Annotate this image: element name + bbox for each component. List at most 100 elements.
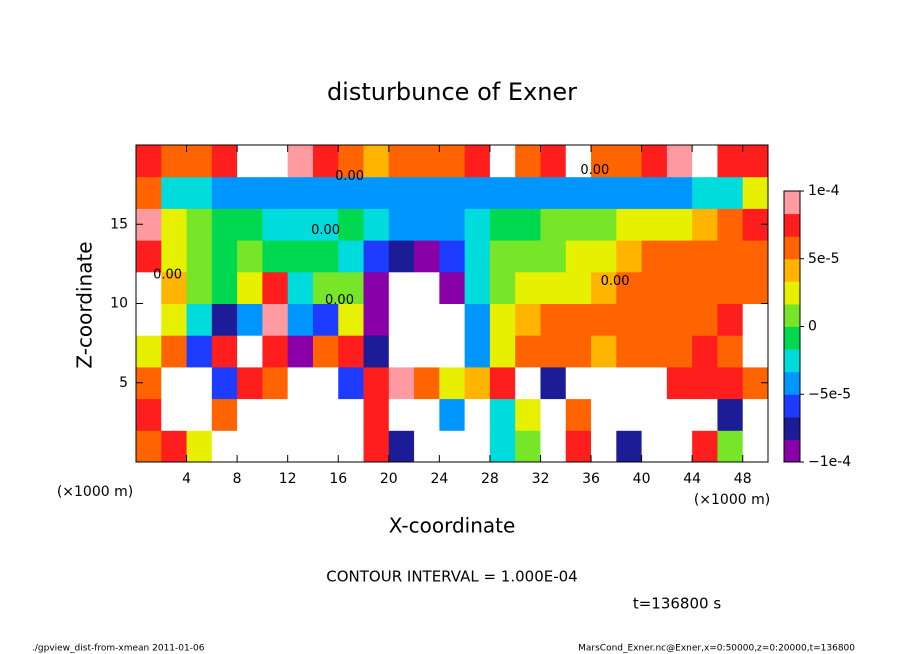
field-cell xyxy=(388,240,415,273)
field-cell xyxy=(186,176,213,209)
field-cell xyxy=(742,303,769,336)
field-cell xyxy=(616,145,643,178)
field-cell xyxy=(136,176,162,209)
field-cell xyxy=(262,335,289,368)
field-cell xyxy=(161,335,188,368)
field-cell xyxy=(388,335,415,368)
field-cell xyxy=(363,208,390,241)
field-cell xyxy=(641,430,668,463)
field-cell xyxy=(414,208,440,241)
field-cell xyxy=(591,208,617,241)
field-cell xyxy=(565,398,592,431)
field-cell xyxy=(161,176,188,209)
time-label: t=136800 s xyxy=(633,595,721,613)
x-tick-label: 16 xyxy=(329,471,347,487)
field-cell xyxy=(262,145,289,178)
field-cell xyxy=(237,208,263,241)
field-cell xyxy=(388,271,415,304)
field-cell xyxy=(464,240,491,273)
field-cell xyxy=(641,335,668,368)
field-cell xyxy=(312,271,339,304)
field-cell xyxy=(388,176,415,209)
field-cell xyxy=(439,303,466,336)
field-cell xyxy=(591,303,617,336)
field-cell xyxy=(666,398,693,431)
field-cell xyxy=(540,208,567,241)
field-cell xyxy=(312,366,339,400)
x-tick-label: 8 xyxy=(233,471,242,487)
field-cell xyxy=(439,208,466,241)
contour-label: 0.00 xyxy=(580,163,609,178)
field-cell xyxy=(540,366,567,400)
field-cell xyxy=(565,145,592,178)
field-cell xyxy=(186,335,213,368)
field-cell xyxy=(363,176,390,209)
field-cell xyxy=(717,271,744,304)
contour-label: 0.00 xyxy=(601,274,630,289)
field-cell xyxy=(616,398,643,431)
x-tick-label: 28 xyxy=(481,471,499,487)
field-cell xyxy=(363,303,390,336)
field-cell xyxy=(211,430,238,463)
field-cell xyxy=(414,176,440,209)
field-cell xyxy=(414,271,440,304)
field-cell xyxy=(312,430,339,463)
field-cell xyxy=(692,335,718,368)
field-cell xyxy=(186,145,213,178)
field-cell xyxy=(287,430,314,463)
field-cell xyxy=(287,240,314,273)
field-cell xyxy=(515,335,541,368)
field-cell xyxy=(540,271,567,304)
field-cell xyxy=(186,398,213,431)
colorbar-tick-label: −5e-5 xyxy=(808,386,851,402)
field-cell xyxy=(237,145,263,178)
field-cell xyxy=(591,271,617,304)
field-cell xyxy=(414,303,440,336)
field-cell xyxy=(464,208,491,241)
colorbar-band xyxy=(784,191,800,215)
field-cell xyxy=(616,335,643,368)
colorbar-band xyxy=(784,213,800,237)
field-cell xyxy=(464,398,491,431)
field-cell xyxy=(161,430,188,463)
field-cell xyxy=(616,303,643,336)
field-cell xyxy=(515,145,541,178)
field-cell xyxy=(641,398,668,431)
field-cell xyxy=(692,145,718,178)
axis-unit: (×1000 m) xyxy=(694,492,770,508)
field-cell xyxy=(211,176,238,209)
colorbar-band xyxy=(784,394,800,418)
field-cell xyxy=(464,176,491,209)
colorbar-tick-label: 5e-5 xyxy=(808,251,839,267)
field-cell xyxy=(262,271,289,304)
field-cell xyxy=(717,145,744,178)
field-cell xyxy=(312,176,339,209)
field-cell xyxy=(489,366,516,400)
field-cell xyxy=(540,303,567,336)
field-cell xyxy=(591,430,617,463)
field-cell xyxy=(287,176,314,209)
field-cell xyxy=(287,303,314,336)
field-cell xyxy=(186,271,213,304)
field-cell xyxy=(211,240,238,273)
field-cell xyxy=(717,176,744,209)
field-cell xyxy=(439,366,466,400)
field-cell xyxy=(363,240,390,273)
y-tick-label: 5 xyxy=(119,375,128,391)
field-cell xyxy=(237,303,263,336)
field-cell xyxy=(161,366,188,400)
field-cell xyxy=(262,398,289,431)
field-cell xyxy=(161,208,188,241)
field-cell xyxy=(312,240,339,273)
field-cell xyxy=(565,366,592,400)
field-cell xyxy=(136,271,162,304)
field-cell xyxy=(312,303,339,336)
field-cell xyxy=(439,240,466,273)
field-cell xyxy=(414,240,440,273)
field-cell xyxy=(464,335,491,368)
field-cell xyxy=(414,430,440,463)
field-cell xyxy=(540,145,567,178)
field-cell xyxy=(262,208,289,241)
field-cell xyxy=(136,398,162,431)
x-tick-label: 20 xyxy=(380,471,398,487)
